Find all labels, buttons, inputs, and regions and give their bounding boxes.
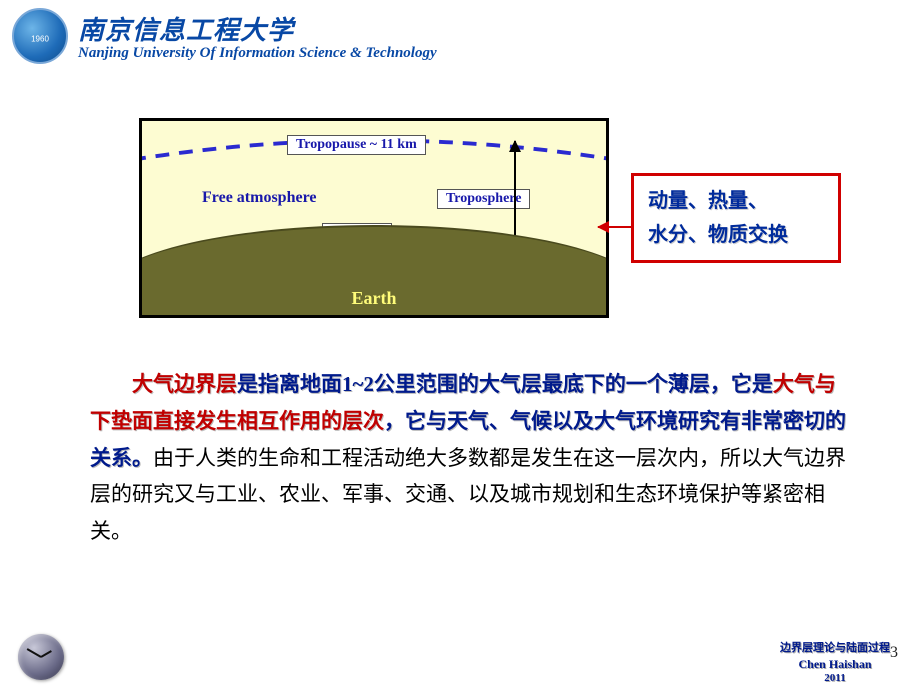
university-names: 南京信息工程大学 Nanjing University Of Informati…	[78, 10, 437, 62]
clock-icon	[18, 634, 64, 680]
university-name-cn: 南京信息工程大学	[78, 10, 437, 47]
troposphere-label: Troposphere	[437, 189, 530, 209]
exchange-callout: 动量、热量、 水分、物质交换	[631, 173, 841, 263]
body-black: 由于人类的生命和工程活动绝大多数都是发生在这一层次内，所以大气边界层的研究又与工…	[90, 446, 846, 544]
diagram-row: Tropopause ~ 11 km Free atmosphere Tropo…	[0, 118, 920, 318]
slide-header: 南京信息工程大学 Nanjing University Of Informati…	[0, 0, 920, 68]
footer-author: Chen Haishan	[780, 657, 890, 672]
page-number: 3	[890, 644, 898, 662]
footer-year: 2011	[780, 672, 890, 684]
footer-credits: 边界层理论与陆面过程 Chen Haishan 2011	[780, 639, 890, 684]
callout-line1: 动量、热量、	[648, 184, 824, 218]
body-blue1: 是指离地面1~2公里范围的大气层最底下的一个薄层，它是	[237, 372, 773, 396]
earth-label: Earth	[142, 288, 606, 309]
university-name-en: Nanjing University Of Information Scienc…	[78, 45, 437, 62]
callout-arrow	[598, 226, 634, 228]
atmosphere-diagram: Tropopause ~ 11 km Free atmosphere Tropo…	[139, 118, 609, 318]
footer-course-title: 边界层理论与陆面过程	[780, 639, 890, 655]
tropopause-label: Tropopause ~ 11 km	[287, 135, 426, 155]
university-logo	[12, 8, 68, 64]
free-atmosphere-label: Free atmosphere	[202, 189, 316, 207]
callout-line2: 水分、物质交换	[648, 218, 824, 252]
body-red1: 大气边界层	[132, 372, 237, 396]
slide-footer: 3 边界层理论与陆面过程 Chen Haishan 2011	[0, 630, 920, 690]
body-paragraph: 大气边界层是指离地面1~2公里范围的大气层最底下的一个薄层，它是大气与下垫面直接…	[90, 366, 850, 550]
